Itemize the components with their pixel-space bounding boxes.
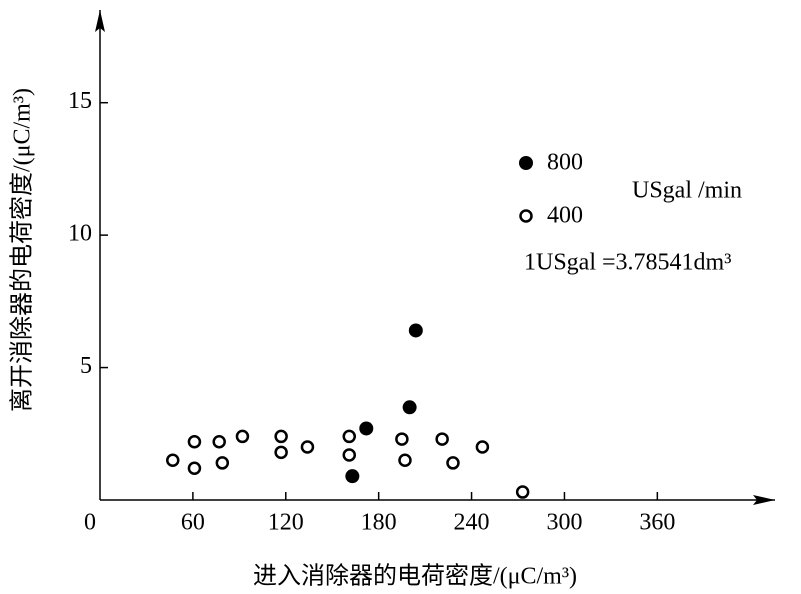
y-tick-label: 15 (68, 88, 92, 114)
point (212, 434, 226, 449)
point (300, 440, 315, 454)
legend-label: 400 (547, 203, 583, 229)
point (446, 456, 460, 470)
point (274, 429, 288, 444)
point (342, 448, 357, 462)
x-tick-label: 240 (454, 510, 490, 536)
x-tick-label: 360 (639, 510, 675, 536)
point (342, 429, 357, 444)
point (435, 432, 449, 446)
y-axis-arrow (95, 10, 105, 32)
point (515, 485, 530, 499)
point (166, 453, 180, 468)
point (274, 445, 288, 460)
legend-marker (519, 209, 533, 223)
y-tick-label: 5 (80, 353, 92, 379)
x-tick-label: 300 (546, 510, 582, 536)
x-tick-label: 180 (361, 510, 397, 536)
point (395, 432, 409, 446)
point (398, 453, 412, 468)
point (215, 456, 230, 470)
x-tick-label: 60 (181, 510, 205, 536)
point (408, 323, 423, 338)
x-axis-arrow (753, 495, 775, 505)
point (402, 400, 417, 415)
x-tick-label: 0 (84, 510, 96, 536)
point (475, 440, 490, 454)
y-tick-label: 10 (68, 221, 92, 247)
legend-marker (519, 156, 533, 170)
point (359, 421, 374, 436)
point (187, 434, 202, 449)
point (345, 469, 360, 484)
x-axis-label: 进入消除器的电荷密度/(μC/m³) (253, 563, 577, 590)
y-axis-label: 离开消除器的电荷密度/(μC/m³) (9, 88, 36, 412)
annotation: 1USgal =3.78541dm³ (524, 250, 731, 276)
point (235, 429, 250, 444)
annotation: USgal /min (632, 178, 742, 204)
x-tick-label: 120 (268, 510, 304, 536)
point (187, 461, 202, 475)
legend-label: 800 (547, 150, 583, 176)
